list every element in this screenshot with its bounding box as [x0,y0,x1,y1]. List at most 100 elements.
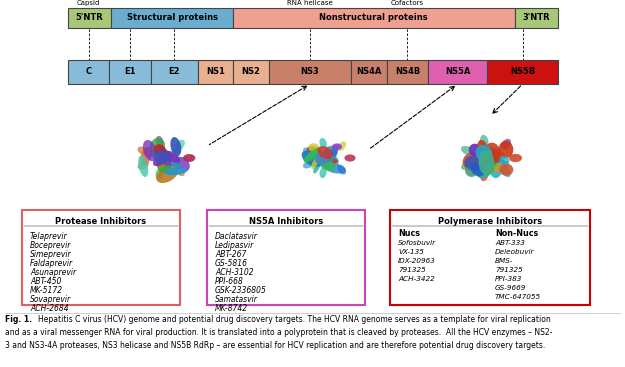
Ellipse shape [183,154,195,162]
Text: Protease Inhibitors: Protease Inhibitors [56,217,146,226]
Ellipse shape [489,154,502,178]
Text: Structural proteins: Structural proteins [127,14,218,22]
Text: ACH-2684: ACH-2684 [30,304,69,313]
Ellipse shape [318,146,333,159]
Text: GS-9669: GS-9669 [495,285,526,291]
Ellipse shape [158,152,171,164]
Text: and as a viral messenger RNA for viral production. It is translated into a polyp: and as a viral messenger RNA for viral p… [5,328,552,337]
Bar [68,60,109,84]
Bar [151,60,198,84]
Bar [514,8,558,28]
Bar [390,210,590,305]
Ellipse shape [176,157,190,172]
Ellipse shape [338,165,346,175]
Text: GS-5816: GS-5816 [215,259,248,268]
Ellipse shape [138,156,148,177]
Bar [387,60,428,84]
Text: VX-135: VX-135 [398,249,424,255]
Text: Asunaprevir: Asunaprevir [30,268,76,277]
Text: Polymerase Inhibitors: Polymerase Inhibitors [438,217,542,226]
Ellipse shape [161,147,171,169]
Ellipse shape [332,143,342,150]
Ellipse shape [469,143,481,156]
Text: 791325: 791325 [495,267,522,273]
Ellipse shape [344,155,356,161]
Text: ACH-3102: ACH-3102 [215,268,254,277]
Ellipse shape [338,141,346,151]
Text: Nonstructural proteins: Nonstructural proteins [319,14,428,22]
Ellipse shape [171,137,181,156]
Bar [68,8,111,28]
Text: NS5A Inhibitors: NS5A Inhibitors [249,217,323,226]
Ellipse shape [494,161,509,172]
Bar [487,60,558,84]
Ellipse shape [154,148,176,159]
Ellipse shape [509,154,522,162]
Bar [22,210,180,305]
Text: 5'NTR: 5'NTR [76,14,104,22]
Ellipse shape [461,161,473,170]
Text: TMC-647055: TMC-647055 [495,294,541,300]
Ellipse shape [138,146,149,155]
Ellipse shape [175,140,185,150]
Ellipse shape [488,154,507,166]
Ellipse shape [480,135,489,147]
Ellipse shape [319,138,327,149]
Bar [233,60,269,84]
Text: Capsid: Capsid [77,0,101,6]
Text: NS5B: NS5B [510,68,535,76]
Text: ABT-333: ABT-333 [495,240,525,246]
Ellipse shape [307,146,321,155]
Ellipse shape [302,150,321,167]
Ellipse shape [154,149,169,164]
Text: NS2: NS2 [242,68,261,76]
Text: NS5A: NS5A [445,68,471,76]
Text: 3'NTR: 3'NTR [522,14,550,22]
Ellipse shape [156,168,164,180]
Ellipse shape [321,146,338,163]
Ellipse shape [304,152,319,164]
Ellipse shape [140,147,152,166]
Ellipse shape [476,158,496,178]
Ellipse shape [319,167,327,178]
Text: 3 and NS3-4A proteases, NS3 helicase and NS5B RdRp – are essential for HCV repli: 3 and NS3-4A proteases, NS3 helicase and… [5,341,545,350]
Ellipse shape [169,157,179,167]
Ellipse shape [499,164,513,176]
Ellipse shape [154,144,166,156]
Ellipse shape [303,160,313,168]
Text: E1: E1 [124,68,136,76]
Ellipse shape [161,166,173,173]
Text: Ledipasvir: Ledipasvir [215,241,254,250]
Ellipse shape [153,151,172,166]
Ellipse shape [464,156,482,171]
Ellipse shape [168,149,179,163]
Bar [351,60,387,84]
Bar [269,60,351,84]
Text: PPI-668: PPI-668 [215,277,244,286]
Text: MK-5172: MK-5172 [30,286,63,295]
Bar [207,210,365,305]
Text: GSK-2336805: GSK-2336805 [215,286,267,295]
Ellipse shape [156,136,164,148]
Ellipse shape [150,146,162,157]
Text: Daclatasvir: Daclatasvir [215,232,258,241]
Ellipse shape [303,148,313,156]
Bar [111,8,232,28]
Ellipse shape [324,163,346,174]
Ellipse shape [344,155,356,161]
Ellipse shape [143,140,157,161]
Ellipse shape [328,155,339,165]
Ellipse shape [465,157,479,176]
Ellipse shape [480,169,489,181]
Ellipse shape [509,154,522,162]
Ellipse shape [476,145,492,160]
Text: ABT-267: ABT-267 [215,250,246,259]
Text: IDX-20963: IDX-20963 [398,258,436,264]
Text: NS4A: NS4A [356,68,382,76]
Text: NS3: NS3 [301,68,319,76]
Ellipse shape [479,150,494,175]
Text: ABT-450: ABT-450 [30,277,61,286]
Ellipse shape [471,163,484,176]
Ellipse shape [175,166,185,176]
Ellipse shape [462,152,479,169]
